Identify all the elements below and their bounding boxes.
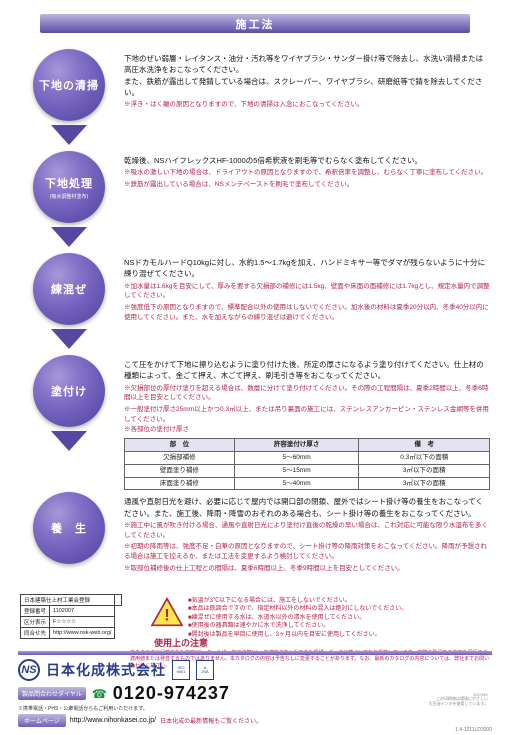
step-description: 下地のぜい弱層・レイタンス・油分・汚れ等をワイヤブラシ・サンダー掛け等で除去し、… <box>124 49 490 149</box>
dial-label: 製品問合わせダイヤル <box>18 687 86 700</box>
footer: NS 日本化成株式会社 ISO9001 AJSA 製品問合わせダイヤル ☎ 01… <box>0 651 510 727</box>
caution-list: ■気温が3℃以下になる場合には、施工をしないでください。■本品は既調合ですので、… <box>188 597 407 639</box>
certification-table: 日本建築仕上材工業会登録登録番号1102007区分表示F☆☆☆☆同合せ先http… <box>20 594 122 639</box>
desc-note: ※欠損部位の厚付け塗りを超える場合は、数層に分けて塗り付けてください。その際の工… <box>124 384 490 404</box>
step-3: 塗付け こて圧をかけて下地に擦り込むように塗り付けた後、所定の厚さになるよう塗り付… <box>30 355 490 490</box>
table-header: 部 位 <box>125 439 235 452</box>
document-code: 1.4-1211LD3000 <box>455 727 492 733</box>
step-description: NSドカモルハードQ10kgに対し、水約1.5〜1.7kgを加え、ハンドミキサー… <box>124 253 490 353</box>
step-title: 塗付け <box>51 383 87 399</box>
step-circle: 練混ぜ <box>33 253 105 325</box>
desc-note: ※吸水の激しい下地の場合は、ドライアウトの原因となりますので、希釈倍率を調整し、… <box>124 168 490 178</box>
step-circle: 下地処理 (吸水調整材塗布) <box>33 151 105 223</box>
desc-main: 通風や直射日光を避け、必要に応じて屋内では開口部の閉鎖、屋外ではシート掛け等の養… <box>124 496 490 519</box>
caution-item: ■練混ぜに使用する水は、水道水以外の清水を使用してください。 <box>188 614 407 622</box>
desc-note: ※施工中に風が吹き付ける場合、通風や直射日光により塗付け直後の乾燥の早い場合は、… <box>124 521 490 541</box>
step-description: 通風や直射日光を避け、必要に応じて屋内では開口部の閉鎖、屋外ではシート掛け等の養… <box>124 492 490 573</box>
svg-text:!: ! <box>164 605 170 624</box>
table-row: 区分表示F☆☆☆☆ <box>21 617 122 628</box>
desc-main: NSドカモルハードQ10kgに対し、水約1.5〜1.7kgを加え、ハンドミキサー… <box>124 257 490 280</box>
step-subtitle: (吸水調整材塗布) <box>50 193 88 200</box>
step-title: 養 生 <box>51 520 87 536</box>
table-header: 許容塗付け厚さ <box>234 439 359 452</box>
caution-item: ■気温が3℃以下になる場合には、施工をしないでください。 <box>188 597 407 605</box>
step-title: 下地の清掃 <box>39 77 99 93</box>
desc-note: ※強度低下の原因となりますので、標準配合以外の使用はしないでください。加水後の材… <box>124 303 490 323</box>
arrow-down-icon <box>51 227 87 247</box>
table-row: 同合せ先http://www.nsk-web.org/ <box>21 628 122 639</box>
step-title: 下地処理 <box>45 175 93 191</box>
step-title: 練混ぜ <box>51 281 87 297</box>
table-header: 備 考 <box>359 439 490 452</box>
desc-note: ※一般塗付け厚さ25mm以上かつ0.3㎡以上、または吊り裏面の施工には、ステンレ… <box>124 405 490 425</box>
desc-main: 下地のぜい弱層・レイタンス・油分・汚れ等をワイヤブラシ・サンダー掛け等で除去し、… <box>124 53 490 98</box>
caution-label: 使用上の注意 <box>154 636 208 649</box>
table-caption: ※各部位の塗付け厚さ <box>124 425 490 435</box>
table-row: 日本建築仕上材工業会登録 <box>21 595 122 606</box>
table-row: 壁面塗り補修5〜15mm3㎡以下の面積 <box>125 464 490 477</box>
desc-note: ※浮き・はく離の原因となりますので、下地の清掃は入念におこなってください。 <box>124 100 490 110</box>
dial-note: ※携帯電話・PHS・公衆電話からもご利用いただけます。 <box>18 705 492 712</box>
step-2: 練混ぜ NSドカモルハードQ10kgに対し、水約1.5〜1.7kgを加え、ハンドミ… <box>30 253 490 353</box>
caution-item: ■本品は既調合ですので、指定材料以外の材料の混入は絶対にしないでください。 <box>188 605 407 613</box>
desc-main: こて圧をかけて下地に擦り込むように塗り付けた後、所定の厚さになるよう塗り付けてく… <box>124 359 490 382</box>
step-0: 下地の清掃 下地のぜい弱層・レイタンス・油分・汚れ等をワイヤブラシ・サンダー掛け等… <box>30 49 490 149</box>
desc-note: ※鉄筋が露出している場合は、NSメンテペーストを刷毛で塗布してください。 <box>124 180 490 190</box>
table-row: 登録番号1102007 <box>21 606 122 617</box>
step-4: 養 生 通風や直射日光を避け、必要に応じて屋内では開口部の閉鎖、屋外ではシート掛け… <box>30 492 490 573</box>
step-description: 乾燥後、NSハイフレックスHF-1000の5倍希釈液を刷毛等でむらなく塗布してく… <box>124 151 490 251</box>
arrow-down-icon <box>51 431 87 451</box>
iso-badge-2: AJSA <box>196 660 214 680</box>
step-circle: 塗付け <box>33 355 105 427</box>
desc-main: 乾燥後、NSハイフレックスHF-1000の5倍希釈液を刷毛等でむらなく塗布してく… <box>124 155 490 166</box>
desc-note: ※取部位補修後の仕上工程との間隔は、夏季6時間以上、冬季9時間以上を目安としてく… <box>124 564 490 574</box>
arrow-down-icon <box>51 329 87 349</box>
phone-number: 0120-974237 <box>113 683 230 704</box>
eco-note: SOYINK この印刷物は環境にやさしい 大豆油インキを使用しています。 <box>429 693 488 707</box>
company-name: 日本化成株式会社 <box>46 660 166 680</box>
caution-block: ! ■気温が3℃以下になる場合には、施工をしないでください。■本品は既調合ですの… <box>150 597 490 639</box>
dial-row: 製品問合わせダイヤル ☎ 0120-974237 <box>18 683 492 704</box>
footer-divider <box>18 651 492 655</box>
iso-badge-1: ISO9001 <box>172 660 190 680</box>
steps-container: 下地の清掃 下地のぜい弱層・レイタンス・油分・汚れ等をワイヤブラシ・サンダー掛け等… <box>0 41 510 574</box>
caution-item: ■開封後は製品を早目に使用し、3ヶ月以内を目安に使用してください。 <box>188 631 407 639</box>
thickness-table: 部 位許容塗付け厚さ備 考欠損部補修5〜60mm0.3㎡以下の面積壁面塗り補修5… <box>124 438 490 490</box>
section-header: 施工法 <box>40 14 470 33</box>
step-circle: 下地の清掃 <box>33 49 105 121</box>
company-row: NS 日本化成株式会社 ISO9001 AJSA <box>18 659 492 681</box>
table-row: 欠損部補修5〜60mm0.3㎡以下の面積 <box>125 452 490 465</box>
step-circle: 養 生 <box>33 492 105 564</box>
desc-note: ※初期の降雨等は、強度不足・白華の原因となりますので、シート掛け等の降雨対策をお… <box>124 542 490 562</box>
company-logo: NS <box>18 659 40 681</box>
desc-note: ※加水量は1.6kgを目安にして、厚みを要する欠損部の補修には1.5kg、壁面や… <box>124 282 490 302</box>
table-row: 床面塗り補修5〜40mm3㎡以下の面積 <box>125 477 490 490</box>
caution-item: ■使用後の器具類は速やかに水で洗浄してください。 <box>188 622 407 630</box>
warning-icon: ! <box>150 597 184 627</box>
step-1: 下地処理 (吸水調整材塗布) 乾燥後、NSハイフレックスHF-1000の5倍希釈液を… <box>30 151 490 251</box>
step-description: こて圧をかけて下地に擦り込むように塗り付けた後、所定の厚さになるよう塗り付けてく… <box>124 355 490 490</box>
freecall-icon: ☎ <box>92 687 107 701</box>
arrow-down-icon <box>51 125 87 145</box>
header-text: 施工法 <box>236 16 275 32</box>
